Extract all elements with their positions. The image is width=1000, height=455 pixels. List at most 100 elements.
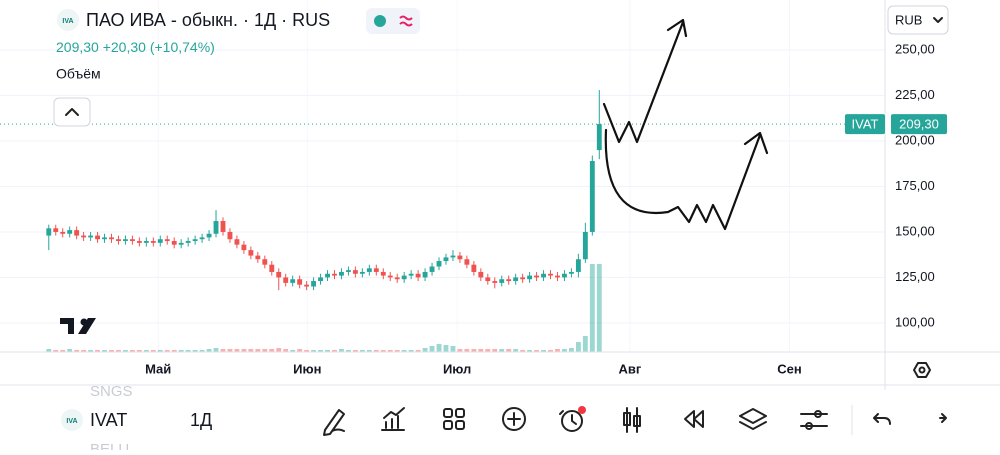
ticker-tag (845, 114, 885, 135)
indicators-tool[interactable] (381, 407, 405, 431)
tv-logo (80, 318, 88, 326)
volume-bar (122, 350, 128, 352)
drawing-arrow (604, 128, 769, 231)
volume-bar (443, 345, 449, 352)
candle-body (415, 273, 421, 278)
candle-body (506, 279, 512, 282)
settings-icon[interactable] (913, 362, 931, 378)
volume-bar (471, 349, 477, 352)
symbol-title: ПАО ИВА - обыкн. · 1Д · RUS (86, 10, 330, 30)
candle-body (143, 241, 149, 243)
candle-body (366, 268, 372, 272)
candle-body (408, 273, 414, 276)
candle-body (157, 239, 163, 243)
volume-bar (582, 336, 588, 352)
volume-bar (429, 346, 435, 352)
volume-bar (555, 349, 560, 352)
volume-bar (380, 350, 386, 352)
candle-body (541, 273, 546, 278)
volume-bar (206, 349, 212, 352)
settings-tool[interactable] (800, 410, 828, 430)
volume-bar (74, 350, 80, 352)
candle-body (450, 255, 456, 258)
candle-body (345, 270, 351, 272)
undo-tool[interactable] (873, 413, 891, 425)
volume-bar (478, 349, 484, 352)
candle-body (297, 279, 303, 285)
chart-type-tool[interactable] (623, 407, 641, 433)
volume-bar (157, 350, 163, 352)
candle-body (582, 231, 588, 260)
volume-bar (220, 349, 226, 352)
volume-bar (60, 350, 66, 352)
change: +20,30 (103, 39, 146, 55)
x-tick-label: Авг (619, 361, 642, 376)
volume-bar (457, 349, 463, 352)
candle-body (116, 239, 121, 242)
candle-body (513, 277, 519, 282)
volume-bar (213, 348, 219, 352)
candle-body (527, 275, 533, 280)
candle-body (352, 270, 358, 274)
symbol-prev[interactable]: SNGS (90, 383, 133, 400)
volume-bar (129, 350, 135, 352)
volume-bar (88, 350, 94, 352)
draw-tool[interactable] (323, 409, 345, 436)
volume-bar (325, 350, 330, 352)
candle-body (150, 241, 156, 243)
volume-bar (366, 350, 372, 352)
volume-bar (527, 350, 533, 352)
collapse-button[interactable] (53, 97, 91, 127)
candle-body (81, 235, 87, 238)
y-tick-label: 200,00 (895, 132, 935, 147)
candle-body (255, 255, 261, 260)
candle-body (46, 228, 52, 236)
candle-body (248, 250, 254, 256)
volume-bar (171, 350, 177, 352)
currency: RUB (895, 12, 922, 27)
candle-body (220, 221, 226, 232)
alert-tool[interactable] (559, 406, 586, 432)
candle-body (436, 261, 442, 267)
volume-bar (276, 348, 282, 352)
status-pill[interactable] (366, 8, 420, 34)
y-tick-label: 225,00 (895, 87, 935, 102)
candle-body (575, 259, 581, 272)
candle-body (394, 277, 400, 280)
candle-body (234, 239, 240, 245)
add-tool[interactable] (502, 407, 526, 431)
currency-button[interactable] (887, 5, 949, 35)
candle-body (422, 271, 428, 278)
candle-body (318, 277, 323, 282)
templates-tool[interactable] (443, 408, 465, 430)
candle-body (95, 235, 100, 240)
volume-bar (116, 350, 121, 352)
symbol-current[interactable]: IVAT (90, 410, 127, 430)
candle-body (74, 230, 80, 236)
plot (0, 90, 885, 352)
dropdown-icon (933, 17, 943, 23)
candle-body (492, 281, 498, 283)
candle-body (122, 239, 128, 242)
replay-tool[interactable] (684, 410, 704, 428)
candle-body (443, 257, 449, 262)
candle-body (60, 231, 66, 234)
candle-body (332, 273, 337, 276)
redo-tool[interactable] (939, 413, 947, 423)
volume-bar (408, 350, 414, 352)
volume-bar (109, 350, 114, 352)
volume-bar (234, 349, 240, 352)
volume-bar (534, 350, 540, 352)
volume-bar (401, 350, 407, 352)
candle-body (164, 239, 170, 242)
interval-button[interactable]: 1Д (190, 410, 212, 430)
candle-body (429, 266, 435, 272)
volume-bar (568, 348, 574, 352)
drawing-arrow (602, 18, 688, 144)
layers-tool[interactable] (739, 408, 767, 430)
candle-body (534, 275, 540, 278)
candle-body (471, 264, 477, 272)
symbol-next[interactable]: BELU (90, 441, 129, 455)
volume-bar (492, 349, 498, 352)
volume-label: Объём (56, 66, 101, 82)
